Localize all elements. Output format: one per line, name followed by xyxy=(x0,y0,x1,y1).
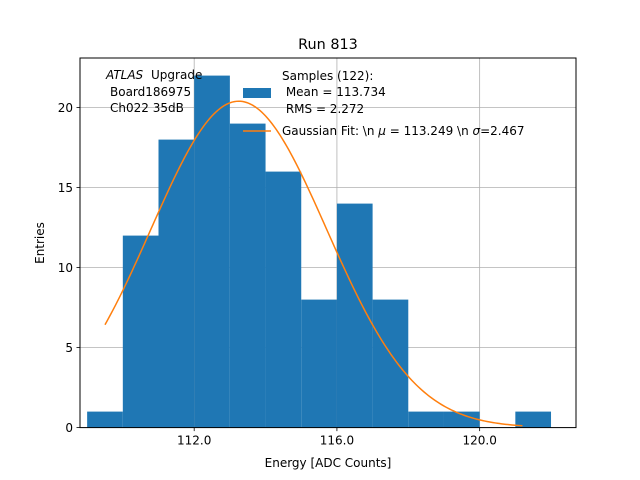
atlas-annotation: ATLAS Upgrade Board186975 Ch022 35dB xyxy=(105,68,202,115)
legend: Samples (122): Mean = 113.734 RMS = 2.27… xyxy=(243,69,525,138)
histogram-bar-6 xyxy=(301,299,337,428)
y-tick-label-2: 10 xyxy=(58,261,73,275)
atlas-label: ATLAS xyxy=(105,68,144,82)
x-axis-label: Energy [ADC Counts] xyxy=(265,456,392,470)
histogram-bars xyxy=(87,75,552,428)
x-tick-label-2: 120.0 xyxy=(462,434,496,448)
sigma-symbol: σ xyxy=(473,124,481,138)
histogram-bar-9 xyxy=(408,411,444,428)
legend-fit-part-2: = 113.249 \n xyxy=(386,124,473,138)
y-tick-label-0: 0 xyxy=(65,421,73,435)
legend-hist-line-1: Samples (122): xyxy=(282,69,373,83)
board-label: Board186975 xyxy=(110,85,191,99)
histogram-bar-4 xyxy=(229,123,266,428)
y-tick-label-4: 20 xyxy=(58,101,73,115)
y-tick-label-1: 5 xyxy=(65,341,73,355)
svg-text:ATLAS Upgrade: ATLAS Upgrade xyxy=(105,68,202,82)
mu-symbol: μ xyxy=(377,124,386,138)
x-tick-label-1: 116.0 xyxy=(320,434,354,448)
legend-hist-swatch xyxy=(243,88,271,98)
upgrade-label: Upgrade xyxy=(151,68,202,82)
y-axis-ticks: 0 5 10 15 20 xyxy=(58,101,80,435)
legend-fit-part-3: =2.467 xyxy=(480,124,524,138)
channel-label: Ch022 35dB xyxy=(110,101,184,115)
histogram-bar-5 xyxy=(265,171,302,428)
y-tick-label-3: 15 xyxy=(58,181,73,195)
histogram-bar-7 xyxy=(336,203,373,428)
y-axis-label: Entries xyxy=(33,222,47,264)
histogram-bar-1 xyxy=(122,235,159,428)
legend-hist-line-2: Mean = 113.734 xyxy=(282,85,386,99)
chart-title: Run 813 xyxy=(298,37,358,53)
histogram-bar-2 xyxy=(158,139,195,428)
histogram-bar-0 xyxy=(87,411,123,428)
gaussian-fit-curve xyxy=(104,100,523,427)
legend-hist-line-3: RMS = 2.272 xyxy=(282,102,364,116)
histogram-bar-3 xyxy=(194,75,230,428)
legend-fit-part-1: Gaussian Fit: \n xyxy=(282,124,378,138)
plot-frame xyxy=(79,57,577,429)
x-tick-label-0: 112.0 xyxy=(177,434,211,448)
histogram-bar-10 xyxy=(443,411,480,428)
histogram-bar-8 xyxy=(372,299,409,428)
x-axis-ticks: 112.0 116.0 120.0 xyxy=(177,427,497,448)
histogram-bar-12 xyxy=(515,411,552,428)
legend-fit-label: Gaussian Fit: \n μ = 113.249 \n σ=2.467 xyxy=(282,124,525,138)
